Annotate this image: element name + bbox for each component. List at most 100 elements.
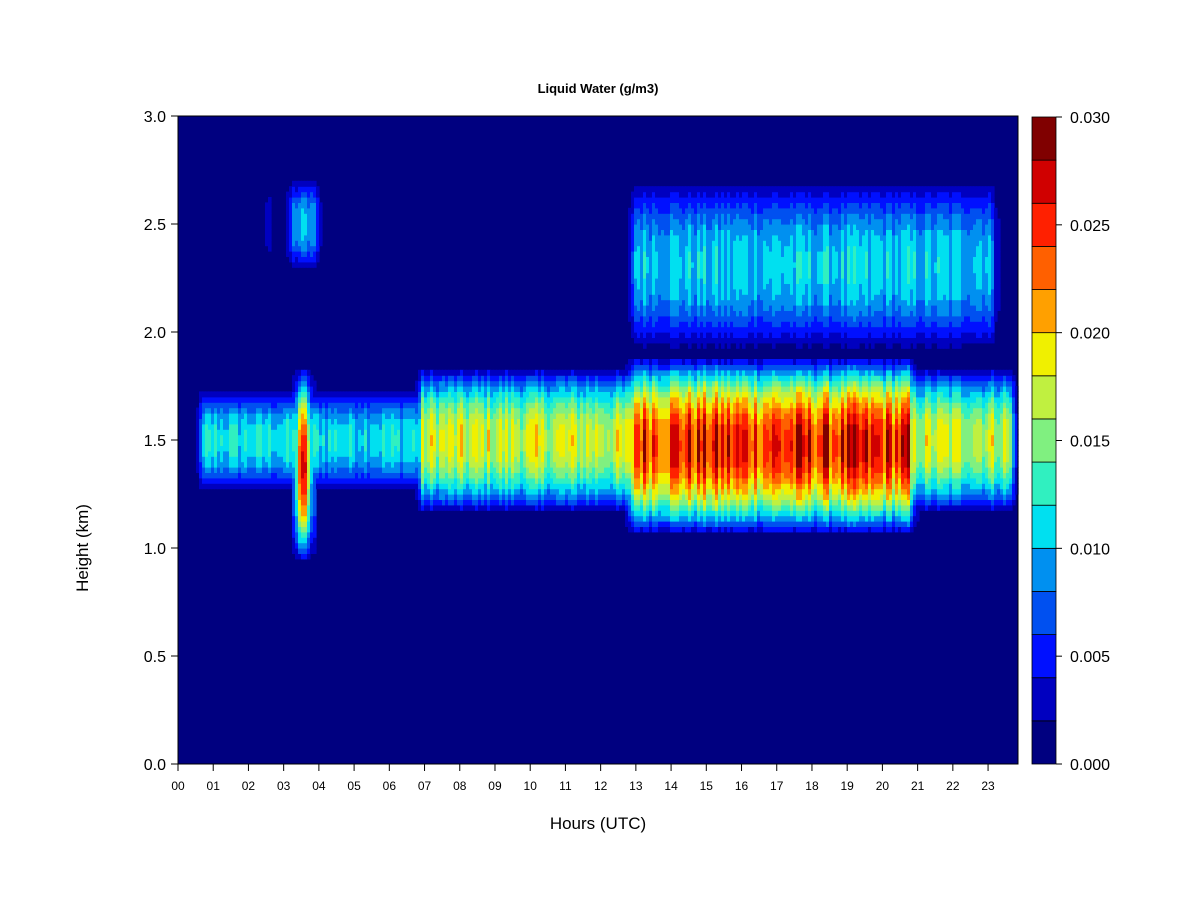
heatmap-cell <box>688 510 692 517</box>
heatmap-cell <box>343 434 347 441</box>
heatmap-cell <box>634 521 638 527</box>
heatmap-cell <box>685 521 689 527</box>
heatmap-cell <box>523 380 527 387</box>
heatmap-cell <box>622 391 626 398</box>
heatmap-cell <box>655 321 659 328</box>
heatmap-cell <box>307 197 311 203</box>
heatmap-cell <box>451 396 455 403</box>
heatmap-cell <box>388 483 392 490</box>
heatmap-cell <box>304 542 308 549</box>
heatmap-cell <box>358 407 362 414</box>
heatmap-cell <box>637 332 641 338</box>
heatmap-cell <box>664 197 668 203</box>
heatmap-cell <box>295 391 299 398</box>
heatmap-cell <box>694 305 698 311</box>
heatmap-cell <box>667 504 671 511</box>
heatmap-cell <box>625 461 629 468</box>
heatmap-cell <box>658 218 662 225</box>
heatmap-cell <box>304 396 308 403</box>
heatmap-cell <box>673 321 677 328</box>
heatmap-cell <box>658 207 662 214</box>
heatmap-cell <box>295 186 299 193</box>
heatmap-cell <box>226 391 230 398</box>
heatmap-cell <box>610 375 614 382</box>
heatmap-cell <box>541 423 545 430</box>
heatmap-cell <box>649 477 653 484</box>
heatmap-cell <box>454 445 458 452</box>
heatmap-cell <box>514 407 518 414</box>
heatmap-cell <box>664 294 668 301</box>
heatmap-cell <box>595 391 599 398</box>
heatmap-cell <box>259 402 263 409</box>
heatmap-cell <box>391 396 395 403</box>
heatmap-cell <box>688 467 692 473</box>
heatmap-cell <box>421 407 425 414</box>
heatmap-cell <box>652 456 656 463</box>
heatmap-cell <box>235 391 239 398</box>
heatmap-cell <box>244 391 248 398</box>
heatmap-cell <box>547 434 551 441</box>
heatmap-cell <box>538 461 542 468</box>
heatmap-cell <box>658 526 662 533</box>
heatmap-cell <box>244 429 248 436</box>
heatmap-cell <box>466 434 470 441</box>
heatmap-cell <box>700 472 704 479</box>
heatmap-cell <box>433 423 437 430</box>
heatmap-cell <box>217 445 221 452</box>
heatmap-cell <box>388 413 392 419</box>
heatmap-cell <box>313 234 317 241</box>
heatmap-cell <box>682 526 686 533</box>
heatmap-cell <box>532 488 536 495</box>
heatmap-cell <box>556 418 560 425</box>
heatmap-cell <box>640 229 644 236</box>
heatmap-cell <box>649 521 653 527</box>
heatmap-cell <box>475 396 479 403</box>
heatmap-cell <box>304 180 308 187</box>
heatmap-cell <box>637 326 641 333</box>
heatmap-cell <box>499 396 503 403</box>
heatmap-cell <box>217 396 221 403</box>
heatmap-cell <box>271 413 275 419</box>
heatmap-cell <box>688 386 692 392</box>
heatmap-cell <box>664 467 668 473</box>
heatmap-cell <box>595 386 599 392</box>
heatmap-cell <box>343 483 347 490</box>
heatmap-cell <box>409 483 413 490</box>
heatmap-cell <box>286 224 290 230</box>
heatmap-cell <box>361 472 365 479</box>
heatmap-cell <box>649 461 653 468</box>
heatmap-cell <box>484 375 488 382</box>
heatmap-cell <box>292 224 296 230</box>
heatmap-cell <box>580 434 584 441</box>
heatmap-cell <box>289 429 293 436</box>
heatmap-cell <box>649 251 653 257</box>
heatmap-cell <box>367 391 371 398</box>
heatmap-cell <box>214 467 218 473</box>
heatmap-cell <box>673 456 677 463</box>
heatmap-cell <box>301 467 305 473</box>
heatmap-cell <box>247 391 251 398</box>
heatmap-cell <box>373 461 377 468</box>
heatmap-cell <box>697 342 701 349</box>
heatmap-cell <box>424 380 428 387</box>
heatmap-cell <box>652 283 656 290</box>
heatmap-cell <box>436 418 440 425</box>
heatmap-cell <box>232 472 236 479</box>
heatmap-cell <box>673 234 677 241</box>
heatmap-cell <box>454 369 458 376</box>
heatmap-cell <box>430 450 434 457</box>
heatmap-cell <box>700 391 704 398</box>
heatmap-cell <box>640 256 644 263</box>
heatmap-cell <box>421 450 425 457</box>
heatmap-cell <box>628 456 632 463</box>
heatmap-cell <box>301 423 305 430</box>
heatmap-cell <box>634 386 638 392</box>
heatmap-cell <box>277 467 281 473</box>
heatmap-cell <box>313 407 317 414</box>
heatmap-cell <box>652 197 656 203</box>
heatmap-cell <box>433 488 437 495</box>
heatmap-cell <box>643 472 647 479</box>
heatmap-cell <box>673 386 677 392</box>
heatmap-cell <box>649 423 653 430</box>
heatmap-cell <box>670 440 674 446</box>
